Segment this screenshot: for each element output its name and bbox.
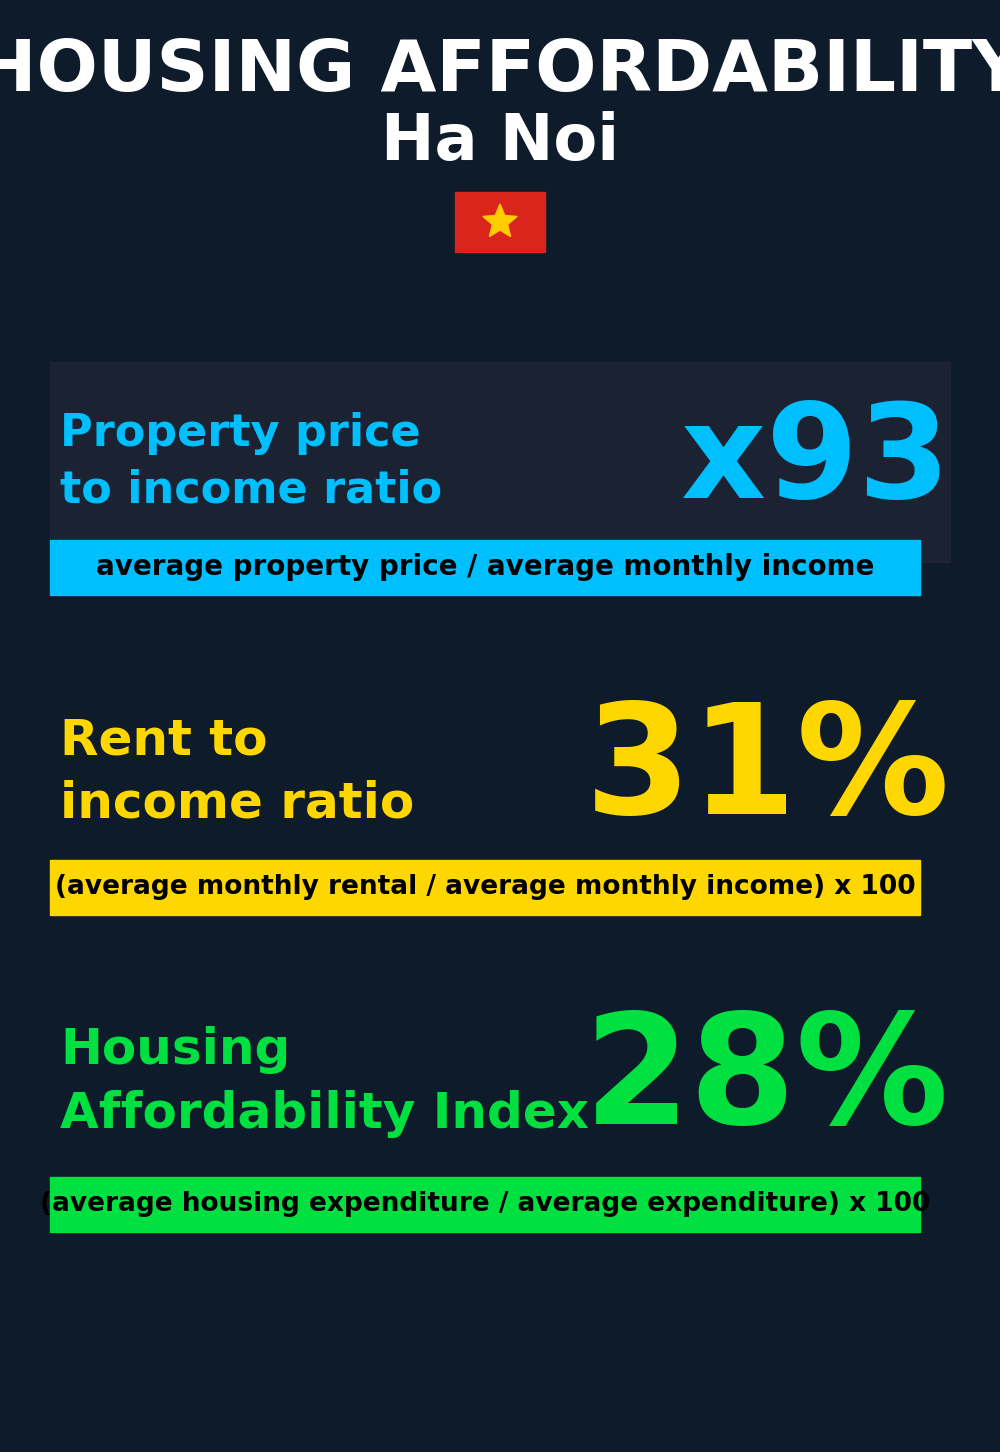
Text: Housing
Affordability Index: Housing Affordability Index bbox=[60, 1027, 589, 1137]
Text: 28%: 28% bbox=[584, 1008, 950, 1156]
Bar bbox=[50, 860, 920, 915]
Polygon shape bbox=[483, 203, 517, 237]
Text: Property price
to income ratio: Property price to income ratio bbox=[60, 412, 442, 511]
Text: HOUSING AFFORDABILITY: HOUSING AFFORDABILITY bbox=[0, 38, 1000, 106]
Text: x93: x93 bbox=[681, 398, 950, 526]
Text: (average monthly rental / average monthly income) x 100: (average monthly rental / average monthl… bbox=[55, 874, 915, 900]
Text: Ha Noi: Ha Noi bbox=[381, 110, 619, 173]
Bar bbox=[50, 1176, 920, 1231]
Text: 31%: 31% bbox=[584, 697, 950, 847]
Text: average property price / average monthly income: average property price / average monthly… bbox=[96, 553, 874, 581]
Bar bbox=[455, 192, 545, 253]
Text: (average housing expenditure / average expenditure) x 100: (average housing expenditure / average e… bbox=[40, 1191, 930, 1217]
Bar bbox=[50, 362, 950, 562]
Text: Rent to
income ratio: Rent to income ratio bbox=[60, 716, 414, 828]
Bar bbox=[50, 540, 920, 594]
